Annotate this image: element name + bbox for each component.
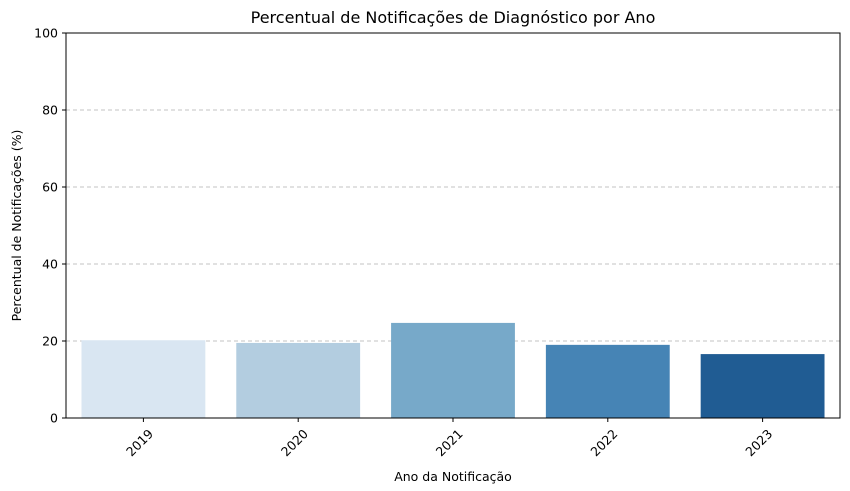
x-axis-label: Ano da Notificação [394,469,512,484]
x-axis-ticks: 2019 2020 2021 2022 2023 [123,418,775,459]
y-axis-label: Percentual de Notificações (%) [9,130,24,322]
y-tick-label: 100 [34,26,58,41]
bar-2022 [545,344,670,418]
y-tick-label: 80 [42,103,58,118]
bar-2020 [236,342,361,418]
bar-2023 [700,354,825,418]
x-tick-label: 2022 [587,426,620,459]
y-tick-label: 0 [50,411,58,426]
y-tick-label: 40 [42,257,58,272]
y-tick-label: 60 [42,180,58,195]
bars [81,322,825,418]
gridlines [66,109,840,342]
x-tick-label: 2019 [123,426,156,459]
y-axis-ticks: 0 20 40 60 80 100 [34,26,66,426]
x-tick-label: 2023 [742,426,775,459]
axes [65,32,841,419]
bar-2019 [81,340,206,418]
chart-title: Percentual de Notificações de Diagnóstic… [251,8,656,27]
plot-frame [65,32,841,419]
x-tick-label: 2020 [278,426,311,459]
bar-2021 [391,322,515,418]
y-tick-label: 20 [42,334,58,349]
x-tick-label: 2021 [433,426,466,459]
